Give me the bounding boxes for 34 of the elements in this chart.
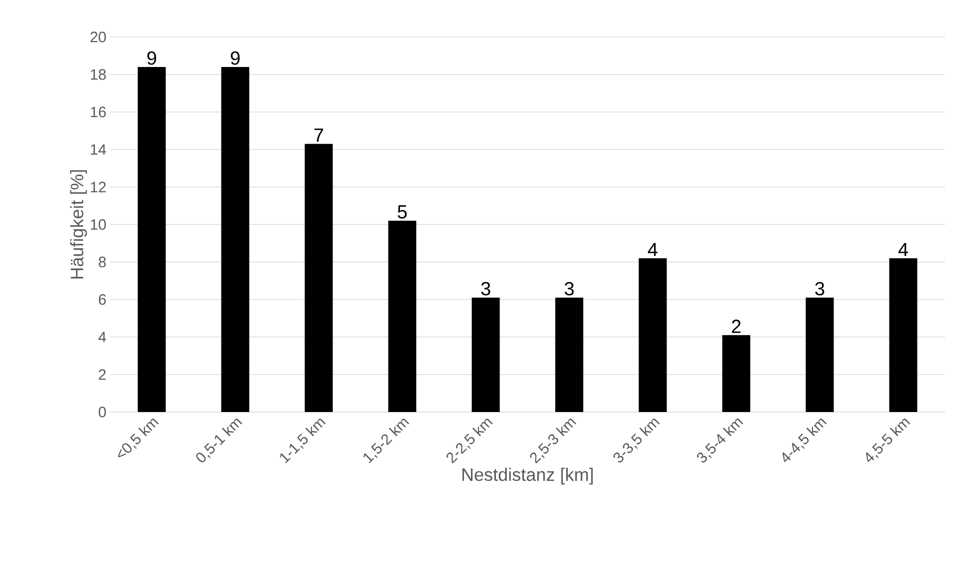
- annotation: 5: [398, 205, 407, 219]
- y-tick-label: 2: [98, 369, 106, 380]
- x-tick-label: <0,5 km: [118, 418, 159, 458]
- y-axis-title: Häufigkeit [%]: [70, 170, 87, 279]
- annotation: 4: [898, 242, 908, 256]
- y-tick-label: 20: [90, 32, 106, 42]
- annotation: 3: [815, 282, 824, 296]
- y-tick-label: 14: [90, 144, 106, 155]
- bar: [806, 298, 834, 412]
- bar: [555, 298, 584, 412]
- annotation: 9: [147, 51, 156, 65]
- bar: [638, 258, 667, 412]
- y-tick-label: 16: [90, 106, 106, 118]
- bar: [388, 220, 416, 412]
- annotation: 3: [564, 282, 574, 296]
- bar: [889, 258, 918, 412]
- y-tick-label: 6: [98, 294, 106, 305]
- y-tick-label: 4: [98, 332, 106, 342]
- annotation: 2: [732, 320, 741, 333]
- x-axis-title: Nestdistanz [km]: [462, 468, 593, 485]
- annotation: 3: [481, 282, 490, 296]
- y-tick-label: 0: [98, 406, 106, 418]
- bar: [304, 144, 333, 412]
- bar: [472, 298, 500, 412]
- y-tick-label: 10: [90, 219, 106, 230]
- y-tick-label: 12: [90, 182, 106, 192]
- bar: [221, 66, 250, 412]
- annotation: 7: [314, 128, 324, 142]
- annotation: 4: [648, 242, 658, 256]
- bar: [138, 66, 166, 412]
- y-tick-label: 18: [90, 69, 106, 80]
- y-tick-label: 8: [98, 256, 106, 268]
- annotation: 9: [230, 51, 240, 65]
- bar: [722, 335, 750, 412]
